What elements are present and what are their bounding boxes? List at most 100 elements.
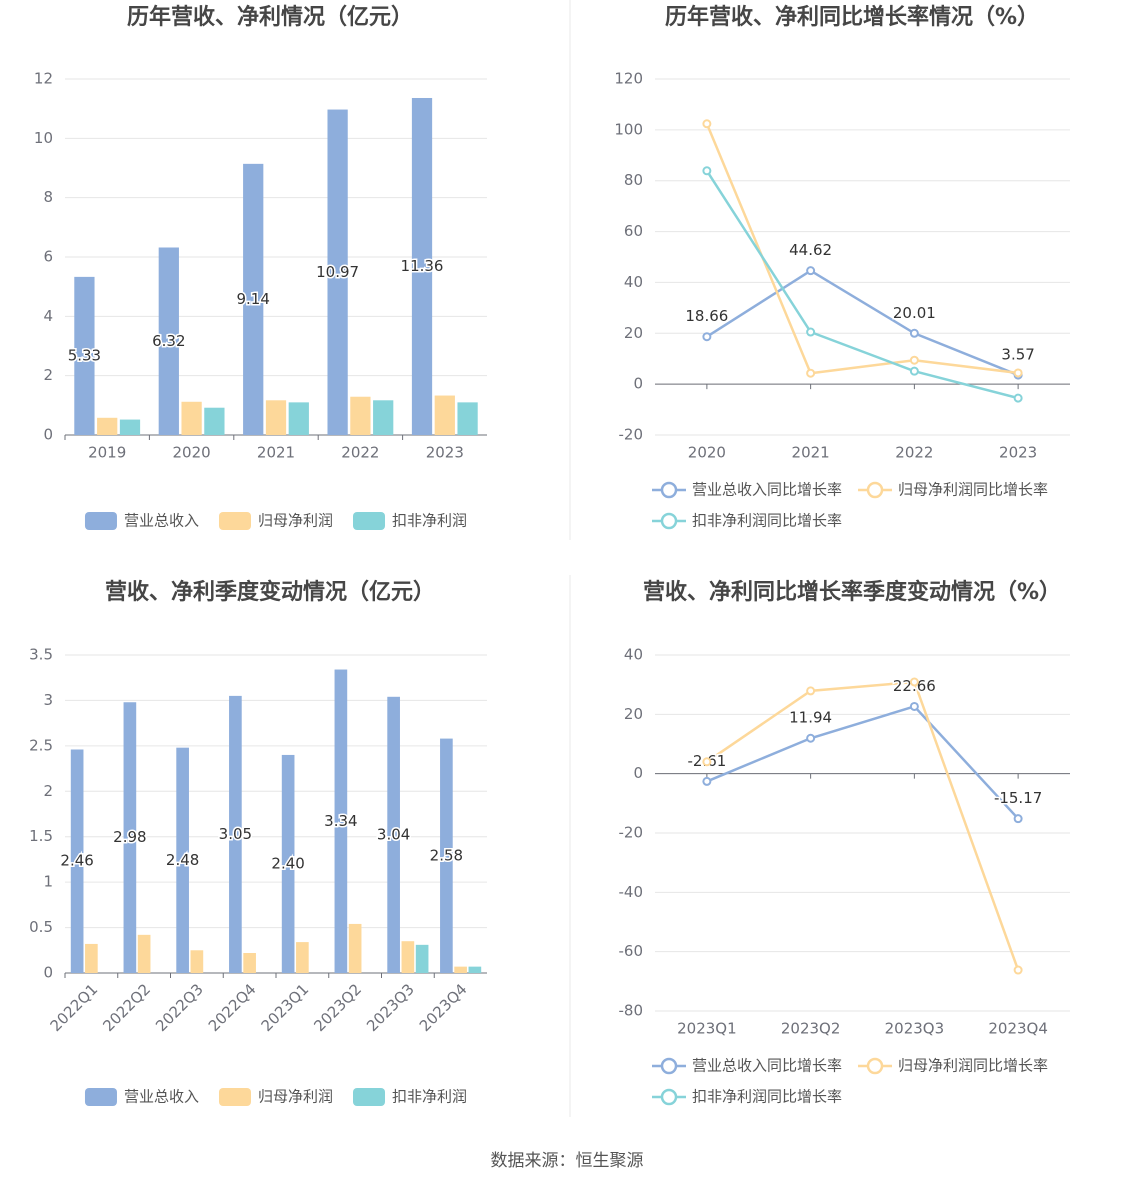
bar xyxy=(204,407,225,435)
x-tick-label: 2020 xyxy=(688,444,726,462)
point xyxy=(806,368,816,378)
x-tick-label: 2019 xyxy=(88,444,126,462)
y-tick-label: 2 xyxy=(43,782,53,800)
x-tick-label: 2023Q2 xyxy=(310,980,365,1035)
y-tick-label: 3 xyxy=(43,691,53,709)
x-tick-label: 2023Q1 xyxy=(677,1020,737,1038)
bar xyxy=(181,401,202,435)
bar xyxy=(348,923,362,973)
data-label: 11.94 xyxy=(789,709,832,727)
chart-title: 营收、净利同比增长率季度变动情况（%） xyxy=(643,579,1061,605)
legend-marker xyxy=(660,1057,678,1075)
y-tick-label: -20 xyxy=(619,426,644,444)
data-label: 2.48 xyxy=(166,851,199,869)
bar xyxy=(411,97,433,435)
x-tick-label: 2023Q4 xyxy=(988,1020,1048,1038)
line xyxy=(706,705,1020,820)
x-tick-label: 2021 xyxy=(792,444,830,462)
y-tick-label: 80 xyxy=(624,171,643,189)
legend-label: 归母净利润同比增长率 xyxy=(898,1057,1048,1075)
bar xyxy=(327,109,348,435)
bar xyxy=(119,419,141,435)
legend-marker xyxy=(660,481,678,499)
y-tick-label: 0 xyxy=(633,375,643,393)
legend-label: 归母净利润同比增长率 xyxy=(898,481,1048,499)
x-tick-label: 2022Q2 xyxy=(99,980,154,1035)
x-tick-label: 2023Q3 xyxy=(363,980,418,1035)
y-tick-label: 100 xyxy=(614,120,643,138)
point xyxy=(909,366,919,376)
data-label: -15.17 xyxy=(994,789,1042,807)
bar xyxy=(74,276,95,435)
y-tick-label: -20 xyxy=(619,824,644,842)
x-tick-label: 2023Q2 xyxy=(781,1020,841,1038)
x-tick-label: 2023Q1 xyxy=(258,980,313,1035)
legend-swatch xyxy=(84,1088,117,1106)
x-tick-label: 2022 xyxy=(895,444,933,462)
bar xyxy=(70,749,84,973)
bar xyxy=(281,754,295,973)
point xyxy=(806,686,816,696)
legend-label: 营业总收入同比增长率 xyxy=(692,481,842,499)
y-tick-label: 1 xyxy=(43,873,53,891)
bar xyxy=(123,702,137,973)
y-tick-label: 20 xyxy=(624,324,643,342)
point xyxy=(909,328,919,338)
bar xyxy=(243,953,256,973)
chart-title: 历年营收、净利情况（亿元） xyxy=(127,4,413,30)
y-tick-label: 0.5 xyxy=(29,918,53,936)
y-tick-label: 2.5 xyxy=(29,736,53,754)
data-label: 44.62 xyxy=(789,241,832,259)
point xyxy=(702,166,712,176)
bar xyxy=(158,247,179,435)
line xyxy=(705,123,1019,375)
legend-marker xyxy=(660,1088,678,1106)
legend-swatch xyxy=(84,512,117,530)
bar xyxy=(350,396,371,435)
y-tick-label: -40 xyxy=(619,883,644,901)
x-tick-label: 2022Q1 xyxy=(47,980,102,1035)
bar xyxy=(415,944,429,973)
bar xyxy=(373,400,394,435)
y-tick-label: 60 xyxy=(624,222,643,240)
point xyxy=(909,701,919,711)
x-tick-label: 2022Q4 xyxy=(205,980,260,1035)
bar xyxy=(468,966,482,973)
point xyxy=(1013,965,1023,975)
data-label: 3.05 xyxy=(219,825,252,843)
y-tick-label: -60 xyxy=(619,942,644,960)
bar xyxy=(265,400,287,435)
data-label: 2.58 xyxy=(430,846,463,864)
x-tick-label: 2021 xyxy=(257,444,295,462)
data-label: 3.34 xyxy=(324,812,357,830)
bar xyxy=(387,696,400,973)
bar xyxy=(401,941,415,973)
data-label: 2.40 xyxy=(271,854,304,872)
x-tick-label: 2020 xyxy=(173,444,211,462)
data-label: 3.04 xyxy=(377,825,410,843)
point xyxy=(702,332,712,342)
data-label: 6.32 xyxy=(152,332,185,350)
point xyxy=(1013,393,1023,403)
y-tick-label: 4 xyxy=(43,307,53,325)
point xyxy=(806,327,816,337)
y-tick-label: 40 xyxy=(624,646,643,664)
y-tick-label: 0 xyxy=(43,426,53,444)
legend-label: 营业总收入 xyxy=(124,512,199,530)
bar xyxy=(137,934,151,973)
point xyxy=(806,733,816,743)
bar xyxy=(334,669,348,973)
chart-title: 历年营收、净利同比增长率情况（%） xyxy=(665,4,1039,30)
data-label: 20.01 xyxy=(893,304,936,322)
legend-label: 营业总收入 xyxy=(124,1088,199,1106)
y-tick-label: -80 xyxy=(619,1002,644,1020)
bar xyxy=(288,402,309,435)
bar xyxy=(243,163,264,435)
legend-label: 归母净利润 xyxy=(258,512,333,530)
y-tick-label: 40 xyxy=(624,273,643,291)
point xyxy=(806,266,816,276)
point xyxy=(702,119,712,129)
y-tick-label: 8 xyxy=(43,188,53,206)
bar xyxy=(440,738,453,973)
